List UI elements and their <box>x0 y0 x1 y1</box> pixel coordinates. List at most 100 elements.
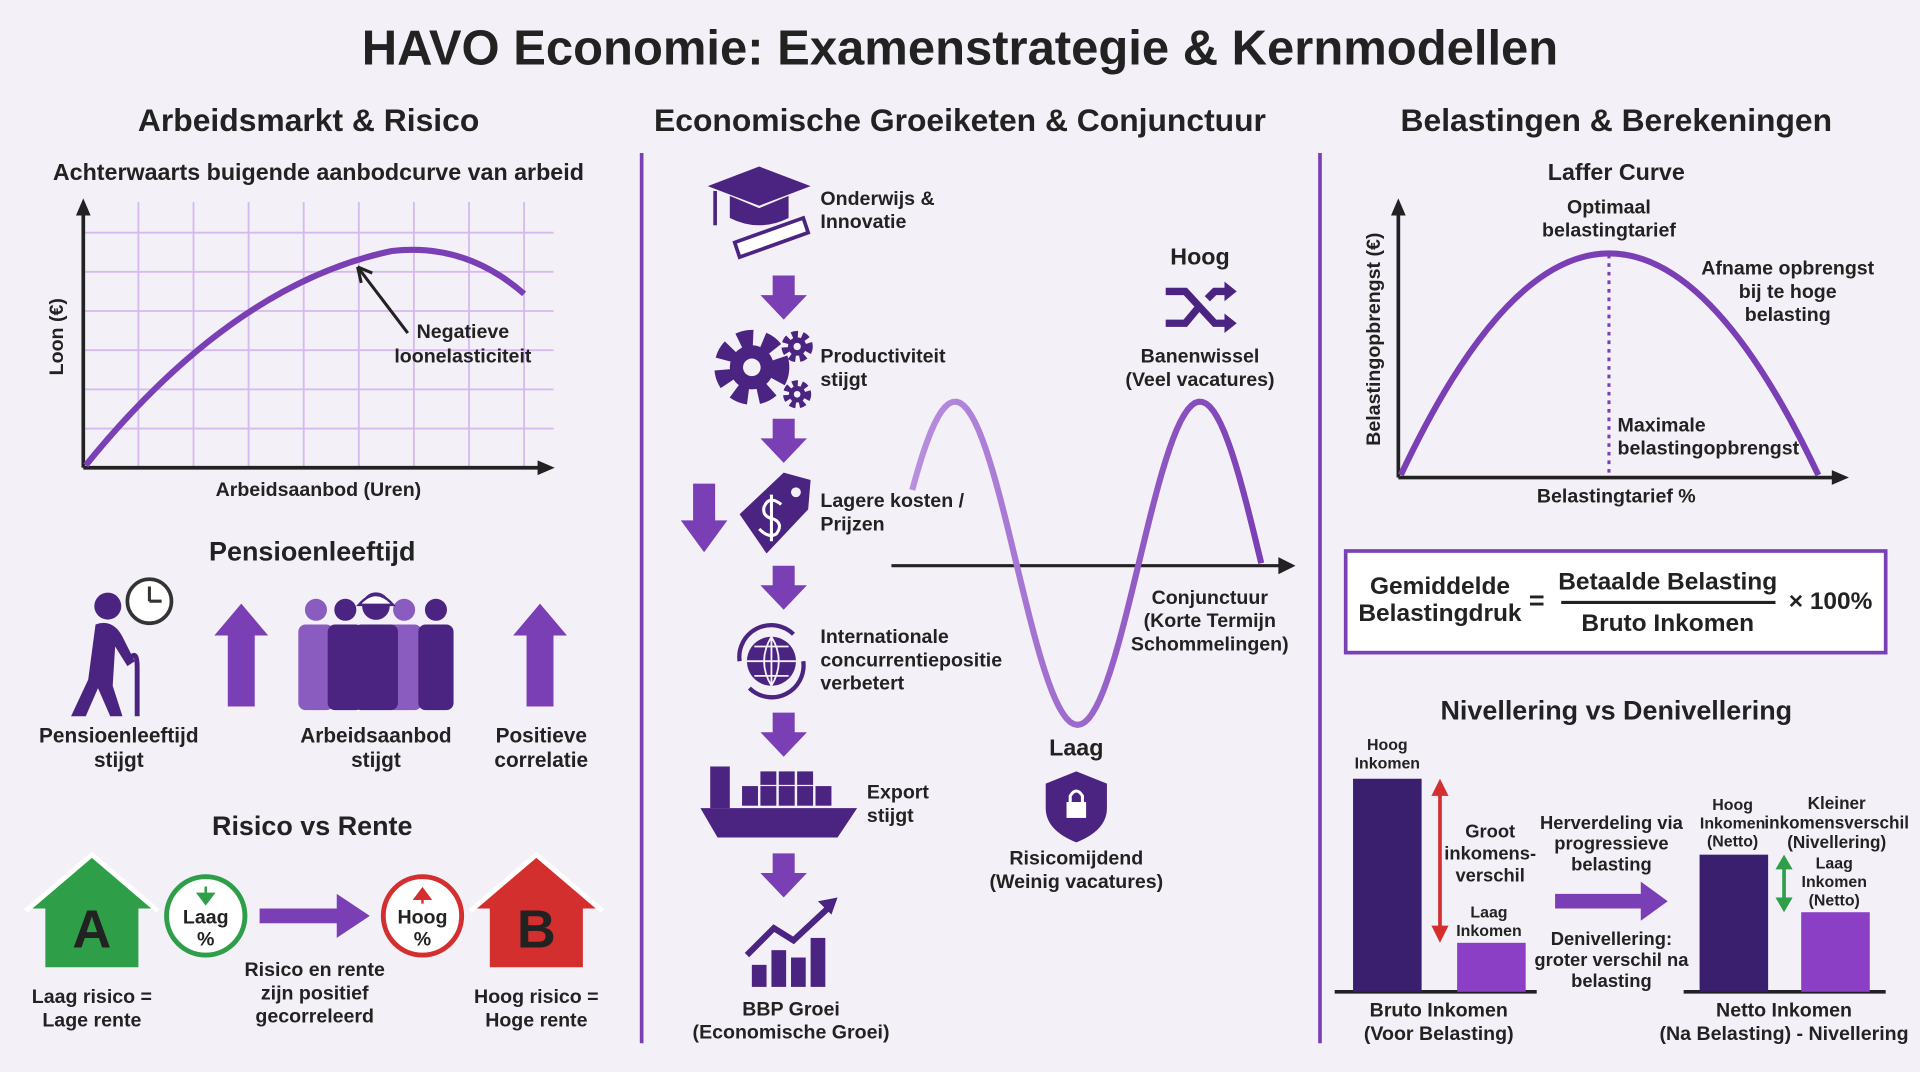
small-gap-arrow-heads <box>1775 854 1793 913</box>
icon-container <box>760 786 777 806</box>
icon-shuffle <box>1165 287 1227 327</box>
icon-lock-shackle <box>1068 789 1084 803</box>
axis-label: Belastingtarief % <box>1537 485 1696 507</box>
house <box>30 857 154 968</box>
chain-label: Lagere kosten / <box>820 490 964 512</box>
axis-caption: Netto Inkomen <box>1716 1000 1852 1022</box>
icon-trend-head <box>817 897 838 915</box>
house-roof <box>468 851 605 913</box>
cycle-wave <box>909 398 1265 728</box>
down-arrow <box>680 483 728 553</box>
formula-text: Belastingdruk <box>1358 600 1522 627</box>
bar-label: Laag <box>1816 856 1853 873</box>
icon-caption: Pensioenleeftijd <box>39 725 198 748</box>
annotation: belastingtarief <box>1542 220 1676 242</box>
icon-trend <box>744 903 833 958</box>
icon-caption: Laag risico = <box>32 986 152 1008</box>
worker-head <box>393 598 416 621</box>
badge-text: Hoog <box>397 907 447 929</box>
gap-label: inkomensverschil <box>1764 813 1909 833</box>
rate-badge <box>380 874 465 958</box>
bar-label: Inkomen <box>1456 923 1521 940</box>
cycle-label: Hoog <box>1170 243 1229 269</box>
icon-bridge <box>710 766 730 809</box>
icon-container <box>815 786 832 806</box>
house-letter: A <box>72 899 111 959</box>
cycle-label: Banenwissel <box>1141 346 1260 368</box>
formula-text: = <box>1529 586 1545 616</box>
icon-bar <box>791 957 806 987</box>
worker-head <box>304 598 327 621</box>
process-label: progressieve <box>1554 833 1668 854</box>
cane <box>127 652 140 717</box>
clock-hands <box>147 586 162 603</box>
laffer-curve <box>1398 250 1822 477</box>
chain-label: BBP Groei <box>742 998 840 1020</box>
icon-caption: gecorreleerd <box>255 1006 374 1028</box>
process-label: Herverdeling via <box>1540 812 1684 833</box>
bar-label: Inkomen <box>1355 755 1420 772</box>
axis-arrow <box>1278 557 1296 575</box>
annotation: belasting <box>1745 304 1831 326</box>
cycle-label: Risicomijdend <box>1009 848 1143 870</box>
icon-lock <box>1066 802 1087 818</box>
gap-label: verschil <box>1455 865 1524 886</box>
worker-body <box>298 624 334 711</box>
icon-globe-lines <box>746 636 796 688</box>
icon-caption: Hoog risico = <box>474 986 599 1008</box>
supply-curve <box>83 246 527 468</box>
icon-ship <box>700 808 858 838</box>
income-bar <box>1353 778 1422 992</box>
rate-badge <box>164 874 248 958</box>
chain-label: Prijzen <box>820 513 884 535</box>
worker-body <box>353 624 398 711</box>
badge-text: Laag <box>183 907 229 929</box>
icon-gear <box>714 329 790 405</box>
axes <box>1396 210 1837 480</box>
icon-container <box>778 771 795 785</box>
worker-head <box>424 598 447 621</box>
bar-label: Laag <box>1470 905 1507 922</box>
process-label: belasting <box>1571 854 1652 875</box>
icon-container <box>778 786 795 806</box>
cycle-label: (Korte Termijn <box>1144 610 1276 632</box>
worker-head <box>334 598 357 621</box>
formula-text: Betaalde Belasting <box>1558 568 1777 595</box>
chain-label: stijgt <box>820 369 867 391</box>
flow-arrow <box>760 418 807 463</box>
redistribution-arrow <box>1555 881 1668 921</box>
house <box>475 857 598 968</box>
icon-container <box>797 786 814 806</box>
annotation: belastingopbrengst <box>1618 438 1800 460</box>
section-subtitle: Nivellering vs Denivellering <box>1440 696 1792 726</box>
flow-arrow <box>760 565 807 610</box>
badge-text: % <box>197 929 214 951</box>
process-label: belasting <box>1571 970 1652 991</box>
chain-label: Innovatie <box>820 211 906 233</box>
bar-label: Inkomen <box>1802 874 1867 891</box>
page-title: HAVO Economie: Examenstrategie & Kernmod… <box>362 21 1558 75</box>
risk-arrow <box>259 893 370 938</box>
bar-label: Inkomen <box>1700 815 1765 832</box>
elderly-head <box>94 592 122 620</box>
icon-tag-symbol <box>758 494 783 542</box>
cycle-label: (Veel vacatures) <box>1125 369 1274 391</box>
up-arrow <box>214 603 269 707</box>
chain-label: stijgt <box>867 805 914 827</box>
flow-arrow <box>760 712 807 757</box>
icon-gear-hole <box>793 342 801 351</box>
icon-container <box>760 771 777 785</box>
annotation: loonelasticiteit <box>394 346 532 368</box>
annotation: Negatieve <box>417 321 510 343</box>
chain-label: Internationale <box>820 626 948 648</box>
gap-label: Groot <box>1465 820 1515 841</box>
icon-caption: Arbeidsaanbod <box>300 725 451 748</box>
income-bar <box>1699 854 1769 992</box>
gap-arrow-heads <box>1431 778 1449 943</box>
icon-shuffle-heads <box>1224 281 1237 334</box>
section-subtitle: Risico vs Rente <box>212 811 413 841</box>
annotation: Optimaal <box>1567 196 1651 218</box>
formula-text: × 100% <box>1789 588 1873 615</box>
